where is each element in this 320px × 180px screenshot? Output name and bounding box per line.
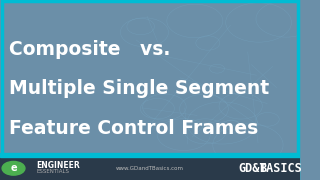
Text: ENGINEER: ENGINEER [36, 161, 80, 170]
Text: www.GDandTBasics.com: www.GDandTBasics.com [116, 166, 184, 171]
Bar [0, 153, 300, 157]
Circle shape [2, 161, 25, 175]
Text: BASICS: BASICS [260, 162, 302, 175]
Text: ESSENTIALS: ESSENTIALS [36, 169, 69, 174]
Text: Feature Control Frames: Feature Control Frames [9, 119, 258, 138]
Text: Composite   vs.: Composite vs. [9, 40, 170, 59]
Text: GD&T: GD&T [238, 162, 267, 175]
Bar [0, 157, 300, 180]
Text: Multiple Single Segment: Multiple Single Segment [9, 79, 269, 98]
Text: e: e [10, 163, 17, 173]
